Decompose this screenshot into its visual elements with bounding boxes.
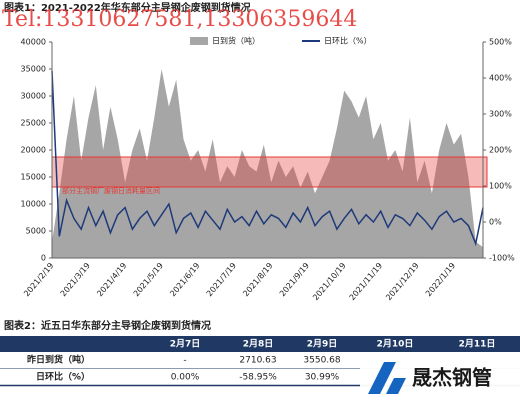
legend-swatch bbox=[190, 37, 208, 45]
y-tick-label: 30000 bbox=[21, 92, 46, 101]
table-header: 2月10日 bbox=[377, 339, 414, 350]
table: 图表2：近五日华东部分主导钢企废钢到货情况 2月7日 2月8日 2月9日 2月10日 2月… bbox=[0, 319, 520, 400]
row-label: 昨日到货（吨） bbox=[27, 354, 90, 366]
y2-tick-label: -100% bbox=[489, 254, 515, 263]
table-cell: 30.99% bbox=[305, 373, 340, 383]
y2-tick-label: 500% bbox=[489, 38, 512, 47]
y-tick-label: 35000 bbox=[21, 65, 46, 74]
row-label: 日环比（%） bbox=[36, 371, 90, 383]
y2-tick-label: 100% bbox=[489, 182, 512, 191]
table-cell: - bbox=[183, 356, 186, 366]
y-tick-label: 20000 bbox=[21, 146, 46, 155]
y-tick-label: 10000 bbox=[21, 200, 46, 209]
table-title: 图表2：近五日华东部分主导钢企废钢到货情况 bbox=[4, 319, 211, 332]
y-tick-label: 15000 bbox=[21, 173, 46, 182]
logo-icon bbox=[368, 362, 406, 394]
table-cell: 2710.63 bbox=[239, 356, 276, 366]
annotation: 部分主流钢厂废钢日消耗量区间 bbox=[62, 186, 160, 195]
table-header: 2月11日 bbox=[459, 339, 496, 350]
y-tick-label: 0 bbox=[41, 254, 46, 263]
y-tick-label: 5000 bbox=[26, 227, 46, 236]
table-header-bg bbox=[0, 336, 520, 352]
legend-label: 日环比（%） bbox=[324, 36, 372, 46]
watermark: Tel:13310627581,13306359644 bbox=[2, 7, 357, 32]
legend-label: 日到货（吨） bbox=[212, 36, 260, 46]
y2-tick-label: 0% bbox=[489, 218, 502, 227]
table-cell: 0.00% bbox=[171, 373, 200, 383]
y2-tick-label: 200% bbox=[489, 146, 512, 155]
line bbox=[51, 70, 484, 247]
table-header: 2月8日 bbox=[243, 339, 274, 350]
table-cell: -58.95% bbox=[239, 373, 277, 383]
y-tick-label: 25000 bbox=[21, 119, 46, 128]
area bbox=[52, 69, 483, 258]
y-tick-label: 40000 bbox=[21, 38, 46, 47]
y2-tick-label: 300% bbox=[489, 110, 512, 119]
logo-text: 晟杰钢管 bbox=[412, 366, 492, 390]
table-header: 2月9日 bbox=[307, 339, 338, 350]
chart-title: 图表1：2021-2022年华东部分主导钢企废钢到货情况 bbox=[4, 1, 251, 14]
plot-area: 日到货（吨） 日环比（%） 0 5000 10000 15000 20000 25000 300… bbox=[21, 36, 516, 303]
table-cell: 3550.68 bbox=[303, 356, 340, 366]
highlight-band bbox=[51, 156, 488, 188]
table-header: 2月7日 bbox=[170, 339, 201, 350]
y2-tick-label: 400% bbox=[489, 74, 512, 83]
